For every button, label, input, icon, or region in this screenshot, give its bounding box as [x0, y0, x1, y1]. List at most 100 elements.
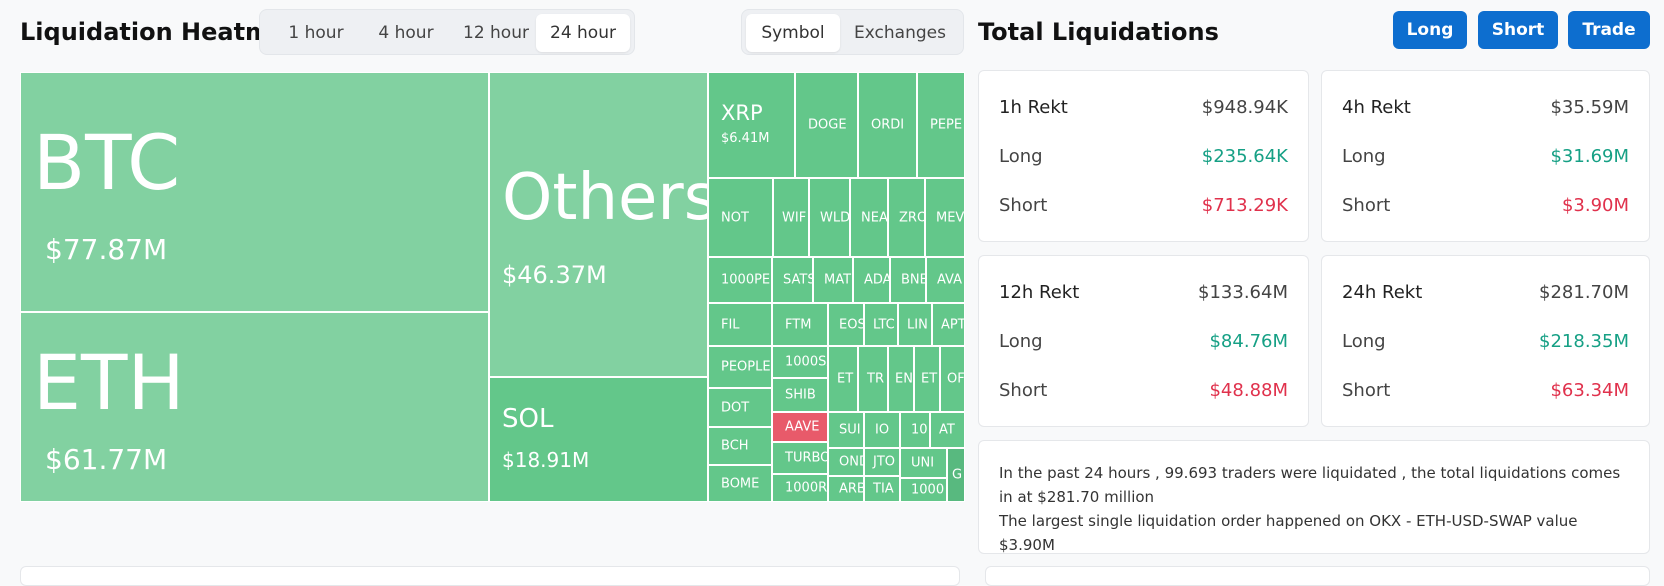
tile-mev[interactable]: MEV	[925, 178, 965, 257]
tile-etc[interactable]: ET	[828, 346, 858, 412]
tile-dot[interactable]: DOT	[708, 388, 772, 427]
trade-button[interactable]: Trade	[1568, 11, 1650, 49]
tile-symbol: SATS	[783, 272, 813, 288]
tile-10[interactable]: 10	[900, 412, 930, 448]
short-label: Short	[1342, 380, 1391, 401]
summary-line-1: In the past 24 hours , 99.693 traders we…	[999, 464, 1621, 506]
tile-symbol: SHIB	[785, 387, 816, 403]
tile-aave[interactable]: AAVE	[772, 412, 828, 442]
tile-symbol: MEV	[936, 210, 965, 225]
tile-1000sats[interactable]: 1000SA	[772, 346, 828, 378]
tile-symbol: ADA	[864, 272, 890, 288]
tile-ordi[interactable]: ORDI	[858, 72, 917, 178]
tab-1-hour[interactable]: 1 hour	[288, 23, 344, 43]
rekt-card-24h: 24h Rekt $281.70M Long $218.35M Short $63.3…	[1321, 255, 1650, 427]
tile-bome[interactable]: BOME	[708, 465, 772, 502]
tile-arb[interactable]: ARB	[828, 476, 864, 502]
tile-apt[interactable]: APT	[932, 303, 965, 346]
short-button[interactable]: Short	[1478, 11, 1558, 49]
tile-others[interactable]: Others $46.37M	[489, 72, 708, 377]
tile-wif[interactable]: WIF	[773, 178, 809, 257]
tile-symbol: NEA	[861, 210, 888, 225]
tile-ada[interactable]: ADA	[853, 257, 890, 303]
tile-atom[interactable]: AT	[930, 412, 965, 448]
tile-doge[interactable]: DOGE	[795, 72, 858, 178]
card-total: $281.70M	[1539, 282, 1629, 303]
tile-bch[interactable]: BCH	[708, 427, 772, 465]
tile-symbol: EN	[895, 371, 913, 387]
tile-symbol: G	[952, 467, 963, 483]
tab-12-hour[interactable]: 12 hour	[463, 23, 529, 43]
tile-symbol: ET	[921, 371, 938, 387]
tile-symbol: MAT	[824, 272, 852, 288]
long-button[interactable]: Long	[1393, 11, 1467, 49]
short-label: Short	[1342, 195, 1391, 216]
tile-people[interactable]: PEOPLE	[708, 346, 772, 388]
tile-symbol: 1000PEI	[721, 272, 772, 288]
tab-symbol[interactable]: Symbol	[746, 14, 840, 52]
tile-symbol: XRP	[721, 101, 763, 125]
tile-symbol: ARB	[839, 481, 864, 497]
tile-1000pepe[interactable]: 1000PEI	[708, 257, 772, 303]
card-label: 1h Rekt	[999, 97, 1068, 118]
tile-sui[interactable]: SUI	[828, 412, 864, 448]
tile-sats[interactable]: SATS	[772, 257, 813, 303]
tile-near[interactable]: NEA	[850, 178, 888, 257]
tile-symbol: ET	[837, 371, 854, 387]
long-label: Long	[999, 331, 1043, 352]
tab-4-hour[interactable]: 4 hour	[378, 23, 434, 43]
tile-ftm[interactable]: FTM	[772, 303, 828, 346]
tile-sol[interactable]: SOL $18.91M	[489, 377, 708, 502]
card-total: $35.59M	[1550, 97, 1629, 118]
liquidation-summary: In the past 24 hours , 99.693 traders we…	[978, 440, 1650, 554]
rekt-card-12h: 12h Rekt $133.64M Long $84.76M Short $48.88…	[978, 255, 1309, 427]
tile-symbol: 1000SA	[785, 354, 827, 370]
tile-ens[interactable]: EN	[888, 346, 914, 412]
tile-trx[interactable]: TR	[858, 346, 888, 412]
tile-btc[interactable]: BTC $77.87M	[20, 72, 489, 312]
tile-avax[interactable]: AVA	[926, 257, 965, 303]
tile-jto[interactable]: JTO	[864, 448, 900, 476]
card-total: $948.94K	[1201, 97, 1288, 118]
tile-zro[interactable]: ZRO	[888, 178, 925, 257]
tile-symbol: AVA	[937, 272, 963, 288]
tile-g[interactable]: G	[947, 448, 965, 502]
tile-eth[interactable]: ETH $61.77M	[20, 312, 489, 502]
tile-eos[interactable]: EOS	[828, 303, 864, 346]
tile-wld[interactable]: WLD	[809, 178, 850, 257]
tile-bnb[interactable]: BNE	[890, 257, 926, 303]
tile-xrp[interactable]: XRP $6.41M	[708, 72, 795, 178]
tile-ltc[interactable]: LTC	[864, 303, 898, 346]
short-value: $3.90M	[1561, 195, 1629, 216]
tile-value: $77.87M	[45, 233, 168, 266]
tile-not[interactable]: NOT	[708, 178, 773, 257]
tile-op[interactable]: OF	[940, 346, 965, 412]
tile-symbol: PEPE	[930, 117, 963, 133]
tile-symbol: BTC	[33, 118, 181, 207]
long-label: Long	[1342, 331, 1386, 352]
tile-symbol: TURBO	[785, 450, 828, 466]
tile-uni[interactable]: UNI	[900, 448, 947, 478]
tile-matic[interactable]: MAT	[813, 257, 853, 303]
time-range-tabs: 1 hour 4 hour 12 hour 24 hour	[259, 9, 635, 55]
tile-fil[interactable]: FIL	[708, 303, 772, 346]
view-tabs: Symbol Exchanges	[741, 9, 964, 55]
tile-link[interactable]: LIN	[898, 303, 932, 346]
rekt-card-4h: 4h Rekt $35.59M Long $31.69M Short $3.90M	[1321, 70, 1650, 242]
bottom-panel-left	[20, 566, 960, 586]
tile-symbol: ORDI	[871, 117, 905, 133]
tile-pepe[interactable]: PEPE	[917, 72, 965, 178]
tile-ondo[interactable]: OND	[828, 448, 864, 476]
tile-tia[interactable]: TIA	[864, 476, 900, 502]
tile-symbol: DOT	[721, 400, 750, 415]
tile-shib[interactable]: SHIB	[772, 378, 828, 412]
tile-1000floki[interactable]: 1000	[900, 478, 947, 502]
long-value: $235.64K	[1201, 146, 1288, 167]
tab-exchanges[interactable]: Exchanges	[854, 23, 946, 43]
tile-turbo[interactable]: TURBO	[772, 442, 828, 474]
tile-io[interactable]: IO	[864, 412, 900, 448]
tab-24-hour[interactable]: 24 hour	[536, 14, 630, 52]
tile-eth-fi[interactable]: ET	[914, 346, 940, 412]
tile-symbol: APT	[941, 317, 965, 332]
